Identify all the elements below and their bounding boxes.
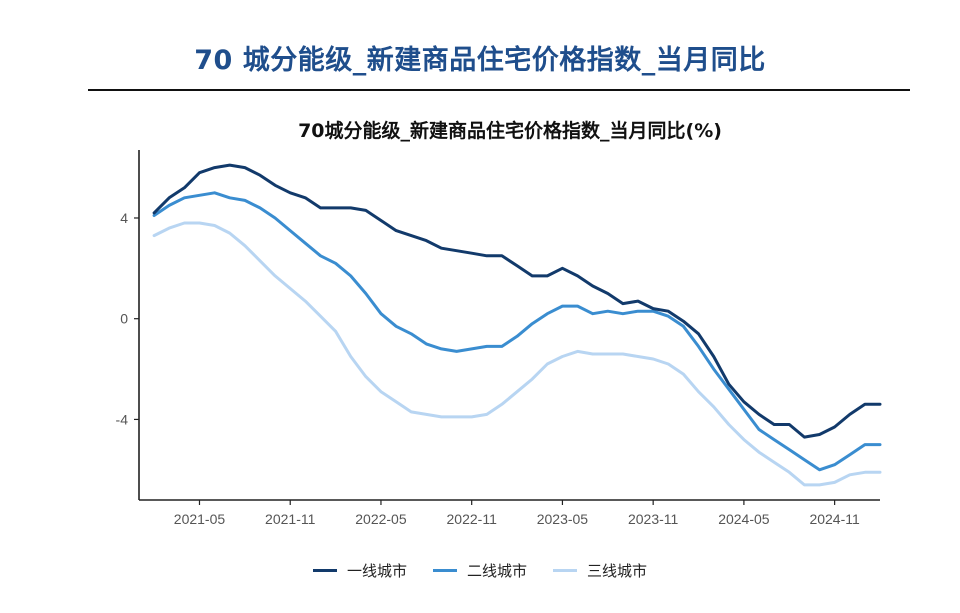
series-line-三线城市 bbox=[152, 221, 882, 487]
chart-title: 70城分能级_新建商品住宅价格指数_当月同比(%) bbox=[298, 120, 722, 142]
page-title: 70 城分能级_新建商品住宅价格指数_当月同比 bbox=[194, 45, 766, 76]
x-tick-label: 2021-05 bbox=[174, 511, 226, 527]
x-tick-label: 2024-11 bbox=[809, 511, 860, 527]
title-divider bbox=[88, 89, 910, 91]
x-tick-label: 2023-05 bbox=[537, 511, 589, 527]
legend-item: 三线城市 bbox=[553, 560, 647, 581]
legend-item: 一线城市 bbox=[312, 560, 407, 581]
y-tick-label: 4 bbox=[120, 210, 128, 226]
legend-label: 一线城市 bbox=[346, 562, 407, 580]
x-tick-label: 2022-05 bbox=[355, 511, 407, 527]
y-tick-label: 0 bbox=[120, 311, 128, 327]
legend-swatch bbox=[432, 569, 457, 572]
x-tick-label: 2023-11 bbox=[628, 511, 679, 527]
legend-item: 二线城市 bbox=[432, 560, 527, 581]
series-line-一线城市 bbox=[152, 163, 882, 439]
y-tick-label: -4 bbox=[116, 411, 129, 427]
legend-label: 二线城市 bbox=[466, 562, 527, 580]
x-tick-label: 2021-11 bbox=[265, 511, 316, 527]
series-line-二线城市 bbox=[152, 191, 882, 472]
legend-label: 三线城市 bbox=[587, 562, 648, 580]
legend-swatch bbox=[312, 569, 337, 572]
legend-swatch bbox=[553, 569, 577, 572]
chart-series bbox=[152, 163, 882, 487]
chart-legend: 一线城市 二线城市 三线城市 bbox=[0, 560, 960, 581]
x-tick-label: 2024-05 bbox=[718, 511, 770, 527]
chart-ticks: -4 0 4 2021-05 2021-11 2022-05 2022-11 2023-05 2… bbox=[116, 210, 860, 527]
chart-axes bbox=[138, 150, 880, 501]
x-tick-label: 2022-11 bbox=[447, 511, 498, 527]
